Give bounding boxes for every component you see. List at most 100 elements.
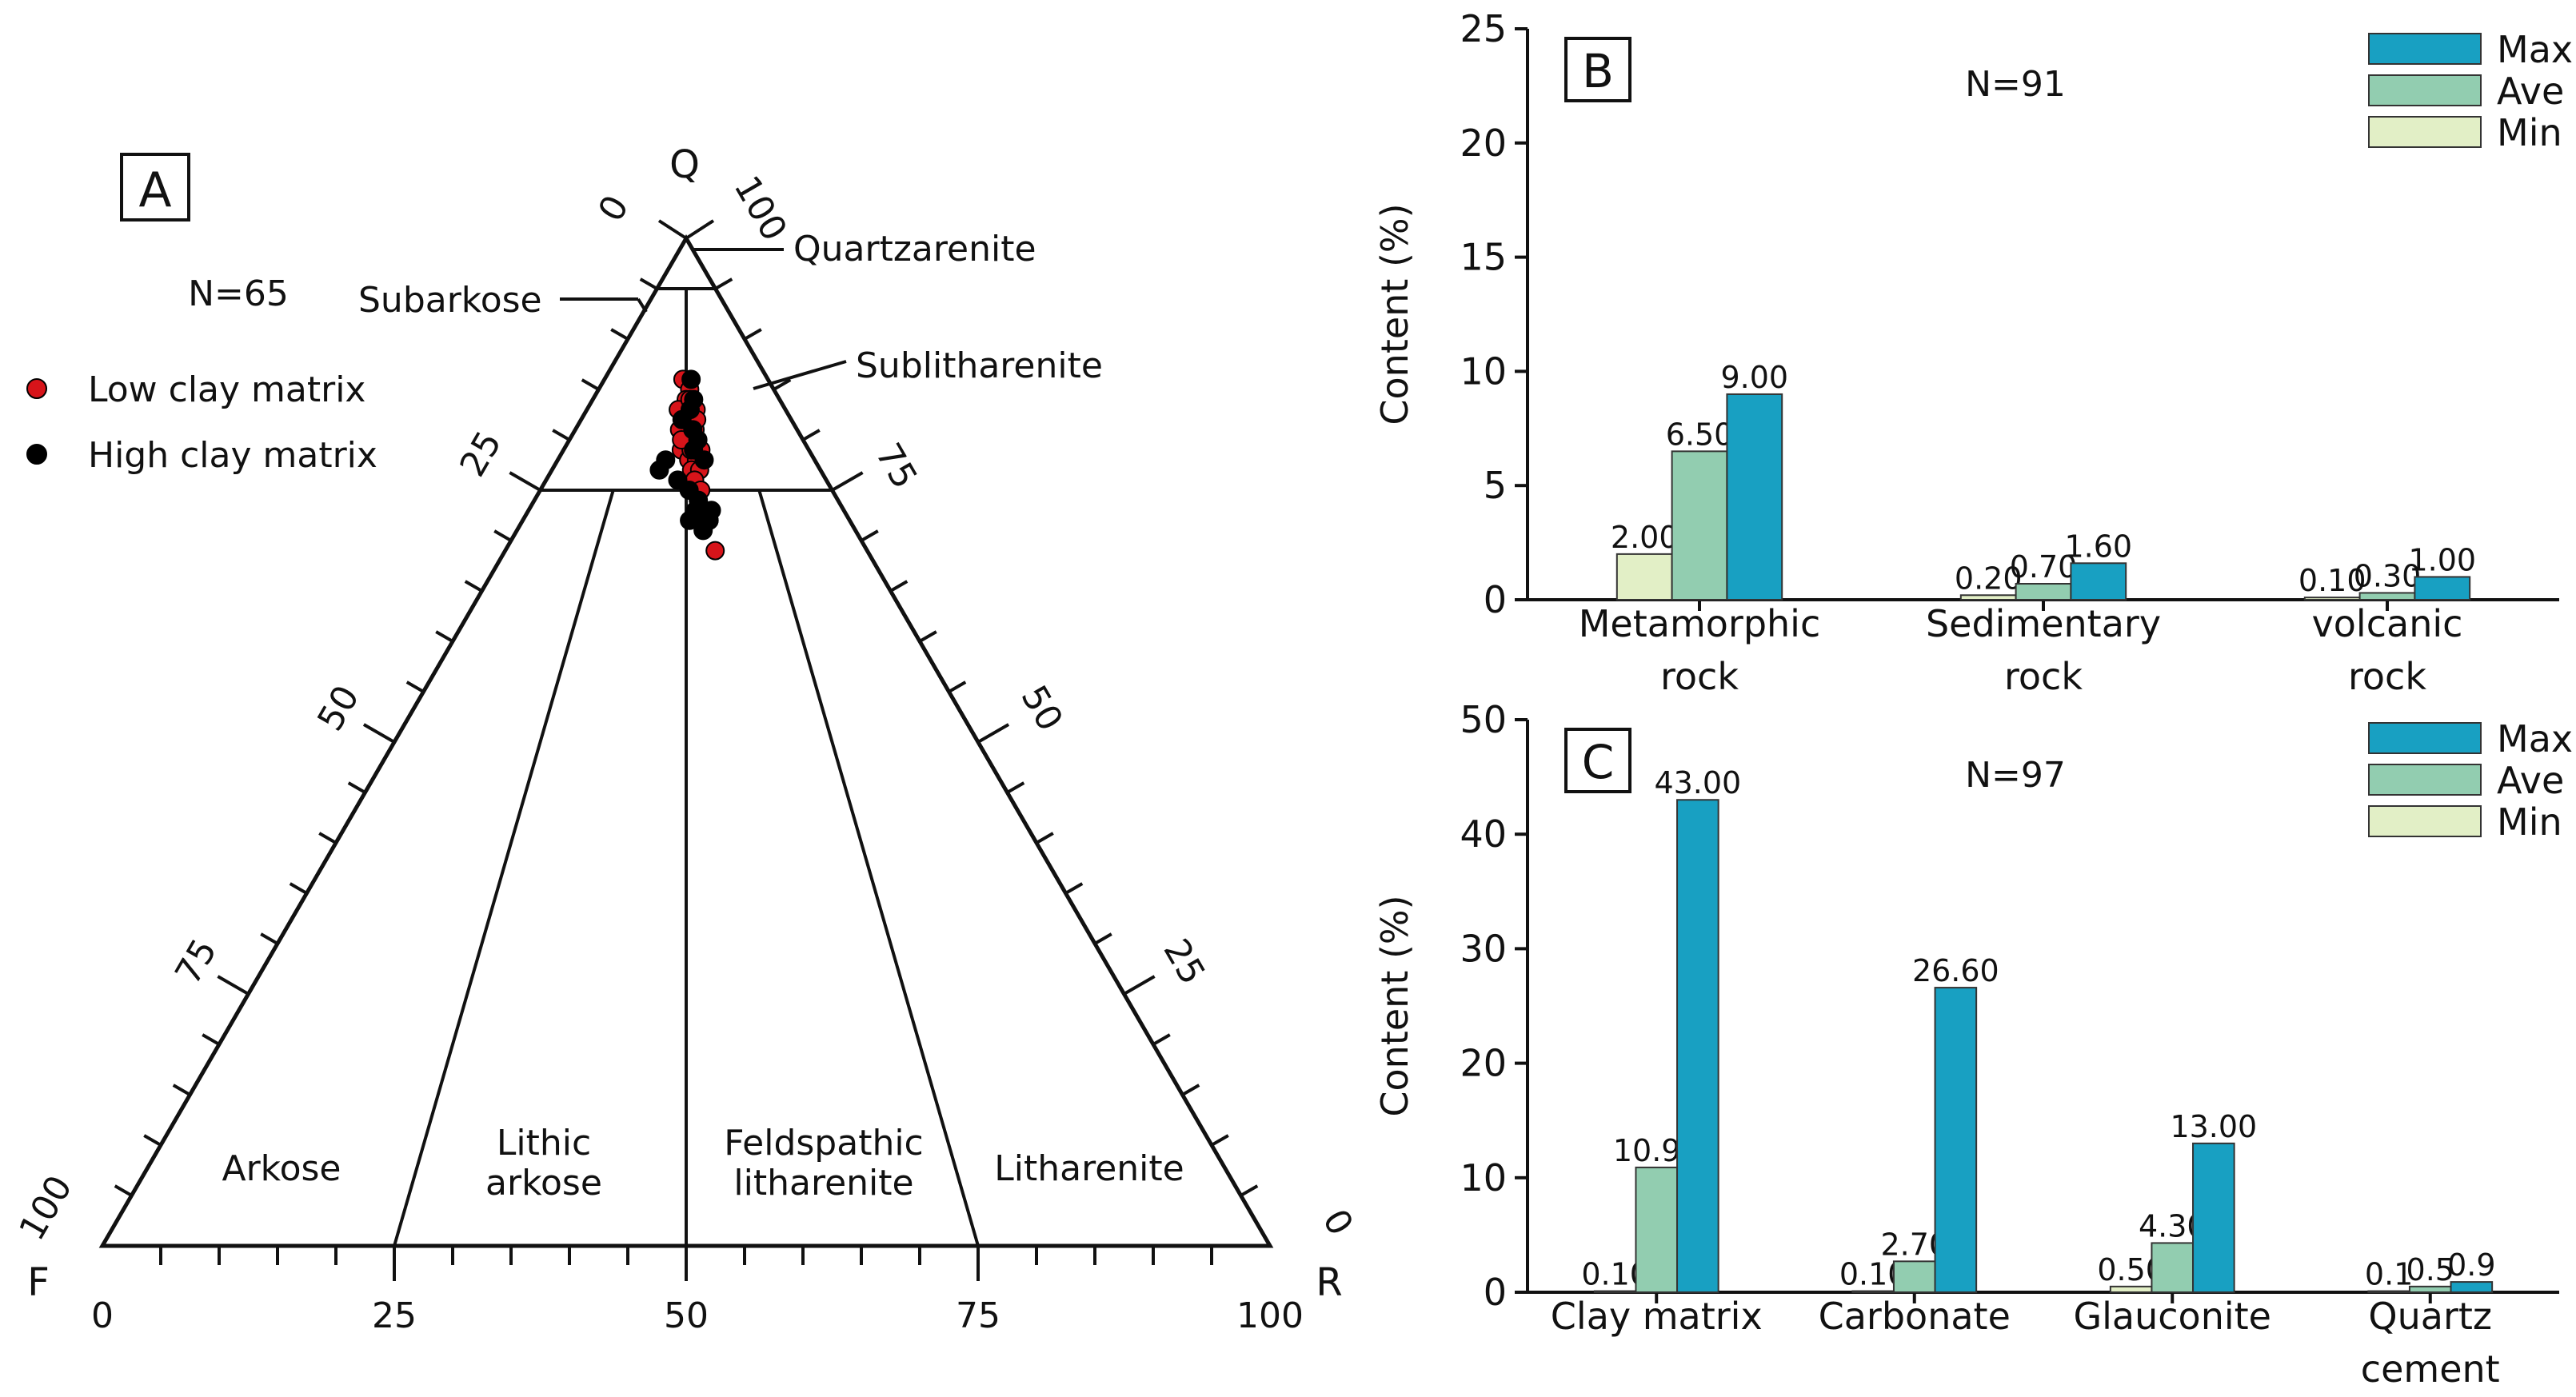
x-category-label: Metamorphic rock — [1579, 602, 1821, 698]
n-label: N=97 — [1965, 755, 2066, 796]
tick-right — [1181, 1084, 1200, 1096]
vertex-label-q: Q — [669, 142, 700, 187]
bar-value-label: 26.60 — [1912, 953, 1999, 988]
bar-value-label: 0.30 — [2354, 558, 2422, 593]
tick-right — [976, 723, 1010, 744]
leader-sublitharenite — [753, 360, 847, 390]
right-tick-label: 75 — [867, 437, 925, 496]
x-category-label: Carbonate — [1819, 1295, 2011, 1338]
bottom-field-label: Feldspathic litharenite — [724, 1123, 924, 1203]
tick-left — [435, 630, 454, 643]
bar-value-label: 0.1 — [2365, 1257, 2413, 1292]
bar-ave — [2358, 592, 2416, 601]
legend-label: Min — [2497, 111, 2562, 154]
y-tick-label: 20 — [1460, 1042, 1507, 1085]
left-tick-label: 100 — [11, 1169, 80, 1247]
bar-max — [2450, 1281, 2494, 1294]
tick-right — [1064, 882, 1084, 895]
tick-right — [773, 378, 792, 391]
legend-label: Ave — [2497, 70, 2564, 113]
n-label-a: N=65 — [188, 273, 289, 314]
n-label: N=91 — [1965, 64, 2066, 105]
bar-max — [1676, 799, 1719, 1293]
tick-right — [918, 630, 937, 643]
legend-swatch — [2368, 33, 2482, 65]
right-tick-label: 0 — [1314, 1203, 1360, 1243]
point-high-clay — [694, 450, 714, 470]
left-tick-label: 50 — [310, 679, 367, 738]
tick-right — [1210, 1134, 1229, 1147]
tick-right — [1006, 781, 1025, 794]
panel-a-letter-box — [120, 153, 190, 222]
point-high-clay — [701, 501, 721, 521]
legend-label: Max — [2497, 28, 2573, 71]
panel-c-letter-box — [1564, 728, 1631, 793]
leader-subarkose-end — [637, 297, 648, 313]
y-tick-label: 5 — [1484, 464, 1507, 507]
bar-ave — [1671, 450, 1728, 601]
tick-right — [801, 429, 821, 441]
bar-ave — [1892, 1260, 1936, 1294]
bar-value-label: 0.5 — [2406, 1252, 2454, 1287]
bar-max — [2070, 562, 2127, 601]
tick-right — [860, 529, 879, 542]
legend-swatch — [2368, 805, 2482, 837]
bar-max — [1934, 987, 1978, 1293]
bar-value-label: 1.60 — [2064, 529, 2132, 564]
bottom-field-label: Arkose — [222, 1148, 341, 1189]
tick-left — [639, 277, 658, 290]
bar-ave — [2408, 1285, 2452, 1293]
tick-left — [509, 471, 541, 492]
tick-left — [217, 975, 250, 996]
tick-left — [172, 1084, 191, 1096]
tick-left — [405, 681, 425, 693]
bottom-tick-label: 75 — [956, 1295, 1000, 1336]
bar-ave — [1635, 1166, 1679, 1293]
x-category-label: Quartz cement — [2361, 1295, 2500, 1391]
bar-value-label: 0.10 — [2298, 563, 2366, 598]
legend-swatch — [2368, 116, 2482, 148]
bar-ave — [2015, 583, 2072, 601]
tick-right — [1152, 1033, 1171, 1046]
legend-label: Ave — [2497, 759, 2564, 802]
y-tick-label: 0 — [1484, 1271, 1507, 1314]
bar-max — [2414, 576, 2471, 601]
x-category-label: Sedimentary rock — [1926, 602, 2161, 698]
bar-value-label: 0.20 — [1955, 561, 2023, 596]
bar-min — [2109, 1285, 2153, 1293]
tick-left — [552, 429, 571, 441]
bar-value-label: 43.00 — [1654, 765, 1741, 800]
right-tick-label: 25 — [1155, 932, 1212, 992]
line-litharenite-boundary — [757, 489, 980, 1247]
bar-value-label: 13.00 — [2170, 1109, 2257, 1144]
tick-left — [347, 781, 366, 794]
y-tick-label: 0 — [1484, 578, 1507, 621]
bottom-tick-label: 100 — [1236, 1295, 1304, 1336]
bottom-tick-label: 50 — [664, 1295, 709, 1336]
apex-tick-left — [657, 219, 688, 240]
point-high-clay — [681, 369, 701, 389]
tick-right — [1035, 832, 1054, 844]
y-tick-label: 15 — [1460, 236, 1507, 279]
tick-right — [743, 328, 762, 341]
tick-left — [143, 1134, 162, 1147]
vertex-label-f: F — [27, 1260, 50, 1305]
bar-max — [1726, 393, 1783, 601]
panel-b-letter-box — [1564, 37, 1631, 102]
bar-value-label: 0.70 — [2010, 549, 2078, 585]
panel-b-letter: B — [1582, 44, 1614, 98]
legend-swatch — [2368, 722, 2482, 754]
bar-value-label: 0.9 — [2447, 1247, 2495, 1283]
tick-left — [260, 932, 279, 945]
tick-right — [948, 681, 967, 693]
vertex-label-r: R — [1316, 1260, 1342, 1305]
bar-min — [1615, 553, 1673, 601]
tick-right — [1093, 932, 1112, 945]
legend-label: Min — [2497, 800, 2562, 844]
point-high-clay — [649, 460, 669, 480]
y-tick-label: 10 — [1460, 349, 1507, 393]
field-label-subarkose: Subarkose — [358, 280, 542, 321]
